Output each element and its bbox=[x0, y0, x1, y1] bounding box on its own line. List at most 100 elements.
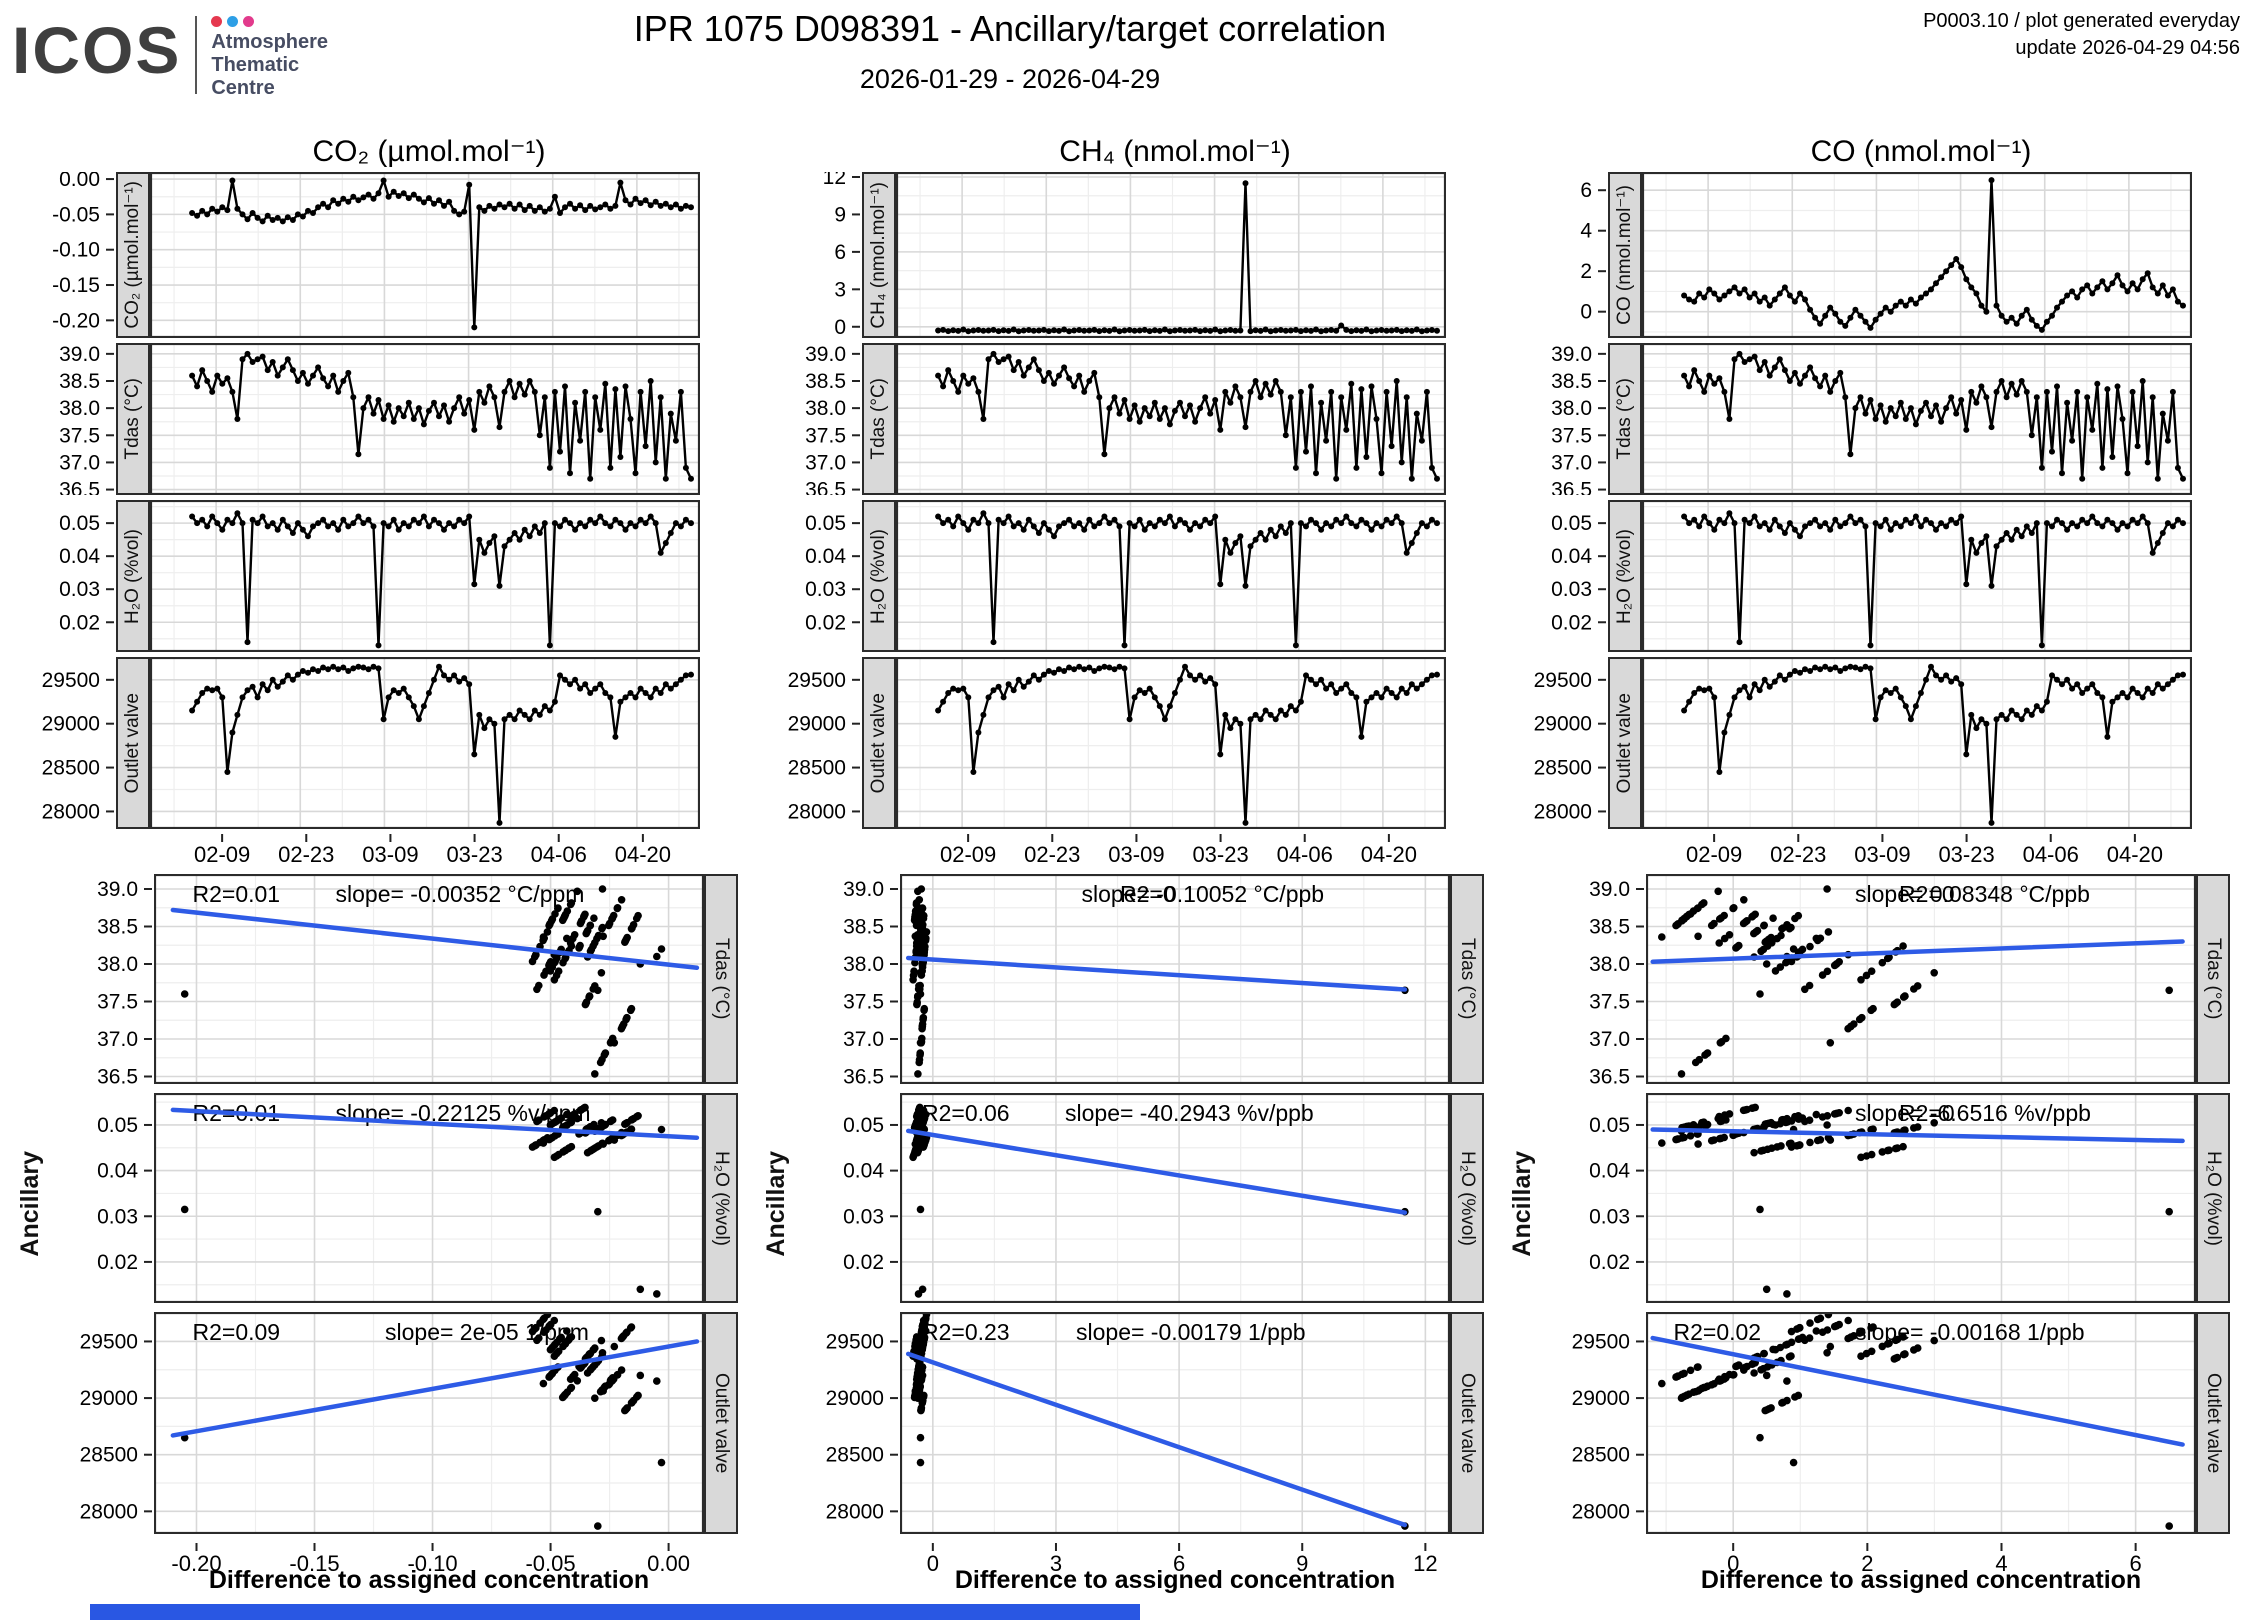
svg-text:slope= -6.6516 %v/ppb: slope= -6.6516 %v/ppb bbox=[1855, 1100, 2091, 1126]
svg-text:R2=0.02: R2=0.02 bbox=[1674, 1319, 1762, 1345]
scatter-block-co: 36.5 37.0 37.5 38.0 38.5 39.0 R2=0 slope= 0.083… bbox=[1508, 874, 2230, 1573]
y-axis-ticks: 28000 28500 29000 29500 bbox=[826, 1330, 898, 1523]
ch4-timeseries-row: 0 3 6 9 12 CH₄ (nmol.mol⁻¹) bbox=[762, 172, 1452, 338]
svg-text:37.0: 37.0 bbox=[97, 1028, 138, 1051]
icos-logo: ICOS Atmosphere Thematic Centre bbox=[12, 10, 328, 100]
svg-text:03-09: 03-09 bbox=[1854, 842, 1910, 864]
svg-text:28500: 28500 bbox=[80, 1444, 138, 1467]
svg-text:02-23: 02-23 bbox=[1770, 842, 1826, 864]
svg-text:39.0: 39.0 bbox=[1589, 878, 1630, 901]
svg-text:03-23: 03-23 bbox=[1192, 842, 1248, 864]
svg-text:28500: 28500 bbox=[1572, 1444, 1630, 1467]
svg-text:39.0: 39.0 bbox=[805, 343, 846, 366]
svg-text:0.04: 0.04 bbox=[59, 545, 100, 568]
svg-text:03-23: 03-23 bbox=[1938, 842, 1994, 864]
svg-text:39.0: 39.0 bbox=[843, 878, 884, 901]
svg-text:4: 4 bbox=[1580, 220, 1592, 243]
svg-text:slope= -0.10052 °C/ppb: slope= -0.10052 °C/ppb bbox=[1082, 881, 1325, 907]
y-axis-ticks: 36.5 37.0 37.5 38.0 38.5 39.0 bbox=[1589, 878, 1644, 1084]
plot-meta-info: P0003.10 / plot generated everyday updat… bbox=[1923, 8, 2240, 62]
svg-text:29500: 29500 bbox=[1534, 669, 1592, 692]
svg-text:0.03: 0.03 bbox=[843, 1205, 884, 1228]
plot-column-co: CO (nmol.mol⁻¹) 0 2 4 6 CO (nmol.mol⁻¹) 36.5 3… bbox=[1508, 134, 2248, 1600]
svg-text:0: 0 bbox=[1727, 1551, 1739, 1573]
svg-text:slope= -0.00179 1/ppb: slope= -0.00179 1/ppb bbox=[1076, 1319, 1306, 1345]
svg-text:04-20: 04-20 bbox=[2107, 842, 2163, 864]
svg-text:04-06: 04-06 bbox=[531, 842, 587, 864]
scatter-block-ch4: 36.5 37.0 37.5 38.0 38.5 39.0 R2=0 slope= -0.10… bbox=[762, 874, 1484, 1573]
svg-text:0.02: 0.02 bbox=[97, 1251, 138, 1274]
svg-text:38.0: 38.0 bbox=[805, 397, 846, 420]
svg-text:04-06: 04-06 bbox=[2023, 842, 2079, 864]
y-axis-ticks: 0.02 0.03 0.04 0.05 bbox=[843, 1114, 898, 1274]
h2o-scatter-row-co: 0.02 0.03 0.04 0.05 R2=0 slope= -6.6516 %v/pp… bbox=[1508, 1093, 2230, 1303]
y-axis-ticks: 0.02 0.03 0.04 0.05 bbox=[1589, 1114, 1644, 1274]
ch4-vs-outlet-scatter-panel: R2=0.23 slope= -0.00179 1/ppb bbox=[900, 1312, 1450, 1534]
strip-label-tdas: Tdas (°C) bbox=[704, 874, 738, 1084]
svg-text:28500: 28500 bbox=[42, 757, 100, 780]
svg-text:R2=0.06: R2=0.06 bbox=[922, 1100, 1010, 1126]
svg-text:0.04: 0.04 bbox=[1589, 1160, 1630, 1183]
svg-text:-0.05: -0.05 bbox=[525, 1551, 575, 1573]
svg-text:37.0: 37.0 bbox=[843, 1028, 884, 1051]
svg-text:0.03: 0.03 bbox=[1589, 1205, 1630, 1228]
svg-text:0.05: 0.05 bbox=[1589, 1114, 1630, 1137]
svg-text:6: 6 bbox=[1580, 179, 1592, 202]
svg-text:37.5: 37.5 bbox=[1589, 991, 1630, 1014]
svg-text:9: 9 bbox=[834, 203, 846, 226]
svg-text:28000: 28000 bbox=[788, 800, 846, 823]
svg-text:6: 6 bbox=[2130, 1551, 2142, 1573]
svg-text:37.5: 37.5 bbox=[805, 424, 846, 447]
outlet-timeseries-panel bbox=[150, 657, 700, 829]
svg-text:0.00: 0.00 bbox=[59, 172, 100, 191]
co2-timeseries-panel bbox=[150, 172, 700, 338]
svg-text:39.0: 39.0 bbox=[59, 343, 100, 366]
y-axis-ticks: 28000 28500 29000 29500 bbox=[788, 669, 860, 823]
svg-text:0.05: 0.05 bbox=[805, 512, 846, 535]
svg-text:29500: 29500 bbox=[826, 1330, 884, 1353]
svg-text:38.0: 38.0 bbox=[59, 397, 100, 420]
difference-axis-labels: -0.20 -0.15 -0.10 -0.05 0.00 bbox=[171, 1543, 690, 1573]
h2o-timeseries-panel bbox=[150, 500, 700, 652]
difference-axis-labels: 0 3 6 9 12 bbox=[927, 1543, 1438, 1573]
svg-text:0: 0 bbox=[834, 316, 846, 338]
svg-text:28000: 28000 bbox=[42, 800, 100, 823]
svg-text:0.02: 0.02 bbox=[59, 611, 100, 634]
scatter-block-co2: 36.5 37.0 37.5 38.0 38.5 39.0 R2=0.01 slope= -0… bbox=[16, 874, 738, 1573]
x-axis-title-co2: Difference to assigned concentration bbox=[208, 1566, 650, 1594]
svg-text:29000: 29000 bbox=[1572, 1387, 1630, 1410]
tdas-timeseries-panel bbox=[1642, 343, 2192, 495]
strip-label-co: CO (nmol.mol⁻¹) bbox=[1608, 172, 1642, 338]
svg-text:36.5: 36.5 bbox=[843, 1066, 884, 1085]
svg-text:0: 0 bbox=[1580, 301, 1592, 324]
h2o-timeseries-panel bbox=[896, 500, 1446, 652]
svg-text:29000: 29000 bbox=[80, 1387, 138, 1410]
svg-text:slope= -0.00352 °C/ppm: slope= -0.00352 °C/ppm bbox=[336, 881, 585, 907]
strip-label-h2o: H₂O (%vol) bbox=[1608, 500, 1642, 652]
strip-label-outlet: Outlet valve bbox=[1450, 1312, 1484, 1534]
svg-text:0: 0 bbox=[927, 1551, 939, 1573]
svg-text:-0.15: -0.15 bbox=[289, 1551, 339, 1573]
svg-text:36.5: 36.5 bbox=[1551, 479, 1592, 495]
svg-text:28000: 28000 bbox=[1572, 1500, 1630, 1523]
column-title-co2: CO₂ (µmol.mol⁻¹) bbox=[312, 135, 546, 168]
svg-text:29500: 29500 bbox=[788, 669, 846, 692]
svg-text:0.03: 0.03 bbox=[1551, 578, 1592, 601]
svg-text:39.0: 39.0 bbox=[1551, 343, 1592, 366]
strip-label-outlet: Outlet valve bbox=[2196, 1312, 2230, 1534]
strip-label-tdas: Tdas (°C) bbox=[1608, 343, 1642, 495]
svg-text:03-09: 03-09 bbox=[1108, 842, 1164, 864]
svg-text:03-09: 03-09 bbox=[362, 842, 418, 864]
svg-text:-0.15: -0.15 bbox=[52, 274, 100, 297]
svg-text:36.5: 36.5 bbox=[59, 479, 100, 495]
svg-text:0.05: 0.05 bbox=[1551, 512, 1592, 535]
y-axis-ticks: 28000 28500 29000 29500 bbox=[1572, 1330, 1644, 1523]
logo-divider bbox=[195, 16, 198, 94]
h2o-timeseries-row: 0.02 0.03 0.04 0.05 H₂O (%vol) bbox=[762, 500, 1452, 652]
h2o-timeseries-row: 0.02 0.03 0.04 0.05 H₂O (%vol) bbox=[16, 500, 706, 652]
time-axis-labels: 02-09 02-23 03-09 03-23 04-06 04-20 bbox=[1686, 834, 2163, 864]
strip-label-h2o: H₂O (%vol) bbox=[2196, 1093, 2230, 1303]
svg-text:38.5: 38.5 bbox=[59, 370, 100, 393]
svg-text:29000: 29000 bbox=[1534, 713, 1592, 736]
